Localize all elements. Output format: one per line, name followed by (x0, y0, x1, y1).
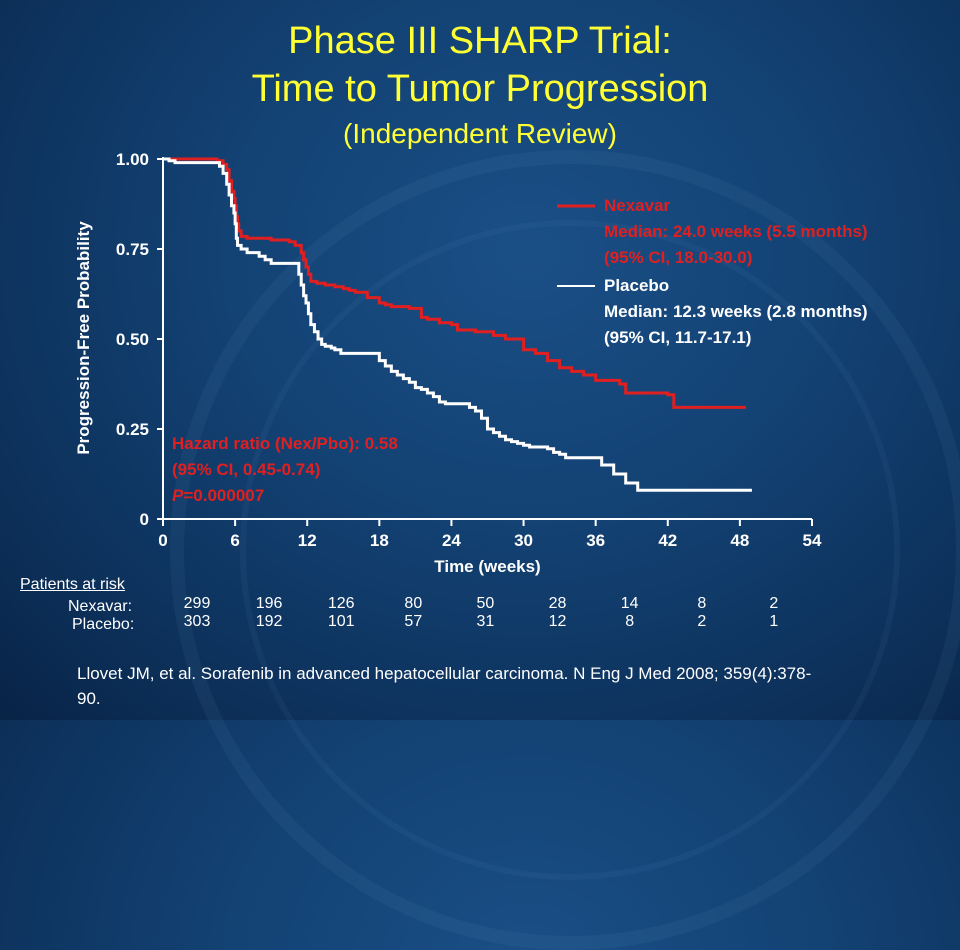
slide-title-line1: Phase III SHARP Trial: (288, 20, 672, 62)
x-tick-label: 36 (586, 531, 605, 550)
series-line-placebo (163, 157, 752, 492)
km-chart: 0 0.25 0.50 0.75 1.00 0 6 12 18 24 30 36 42 48 54 Time … (74, 150, 822, 576)
legend-nexavar-median: Median: 24.0 weeks (5.5 months) (604, 222, 868, 241)
risk-cell: 12 (548, 613, 567, 630)
x-tick-label: 6 (230, 531, 239, 550)
legend-placebo-ci: (95% CI, 11.7-17.1) (604, 328, 752, 347)
legend-nexavar-name: Nexavar (604, 196, 671, 215)
p-value-number: =0.000007 (183, 486, 265, 505)
risk-cell: 101 (327, 613, 355, 630)
risk-cell: 126 (327, 595, 355, 612)
x-tick-label: 30 (514, 531, 533, 550)
p-value: P=0.000007 (172, 486, 264, 506)
x-axis-label: Time (weeks) (434, 557, 540, 576)
legend-placebo-median: Median: 12.3 weeks (2.8 months) (604, 302, 868, 321)
risk-label-nexavar: Nexavar: (68, 598, 133, 615)
risk-cell: 196 (255, 595, 283, 612)
slide-title-line2: Time to Tumor Progression (251, 68, 709, 110)
risk-cell: 192 (255, 613, 283, 630)
y-tick-label: 1.00 (116, 150, 149, 169)
x-tick-label: 12 (298, 531, 317, 550)
risk-cell: 31 (476, 613, 495, 630)
y-tick-label: 0.75 (116, 240, 149, 259)
y-tick-label: 0.50 (116, 330, 149, 349)
legend-nexavar-ci: (95% CI, 18.0-30.0) (604, 248, 753, 267)
y-axis-label: Progression-Free Probability (74, 221, 93, 455)
risk-cell: 299 (183, 595, 211, 612)
y-tick-label: 0 (140, 510, 149, 529)
y-tick-label: 0.25 (116, 420, 149, 439)
x-tick-label: 0 (158, 531, 167, 550)
risk-cell: 8 (625, 613, 635, 630)
risk-cell: 303 (183, 613, 211, 630)
risk-cell: 1 (769, 613, 779, 630)
x-tick-label: 18 (370, 531, 389, 550)
risk-cell: 80 (404, 595, 423, 612)
reference-line1: Llovet JM, et al. Sorafenib in advanced … (77, 664, 812, 683)
risk-table-header: Patients at risk (20, 576, 125, 593)
risk-cell: 8 (697, 595, 707, 612)
risk-cell: 14 (620, 595, 639, 612)
legend-placebo-name: Placebo (604, 276, 670, 295)
x-tick-label: 24 (442, 531, 461, 550)
reference: Llovet JM, et al. Sorafenib in advanced … (77, 661, 897, 711)
risk-label-placebo: Placebo: (72, 616, 135, 633)
p-label: P (172, 486, 184, 505)
hazard-ci: (95% CI, 0.45-0.74) (172, 460, 321, 479)
risk-cell: 2 (697, 613, 707, 630)
risk-cell: 50 (476, 595, 495, 612)
risk-cell: 28 (548, 595, 567, 612)
x-tick-label: 42 (658, 531, 677, 550)
slide-subtitle: (Independent Review) (343, 118, 617, 149)
risk-cell: 57 (404, 613, 423, 630)
x-tick-label: 54 (803, 531, 822, 550)
reference-line2: 90. (77, 689, 101, 708)
risk-cell: 2 (769, 595, 779, 612)
hazard-ratio: Hazard ratio (Nex/Pbo): 0.58 (172, 434, 398, 453)
x-tick-label: 48 (730, 531, 749, 550)
